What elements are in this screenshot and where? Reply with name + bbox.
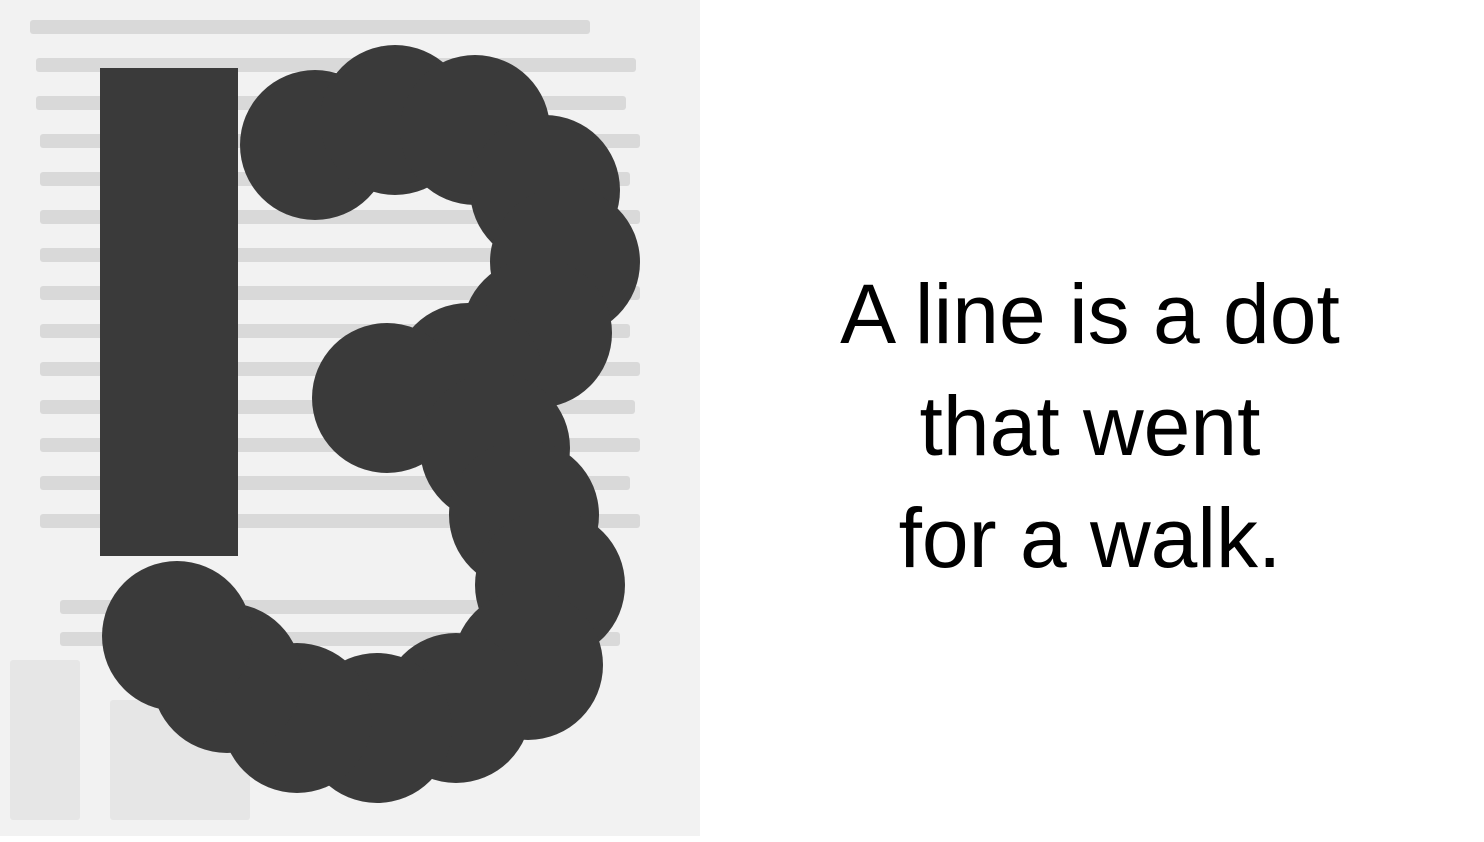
dot <box>102 561 252 711</box>
dot-walk-illustration <box>10 20 640 820</box>
quote-line-2: that went <box>919 379 1261 473</box>
quote-caption: A line is a dot that went for a walk. <box>740 258 1440 594</box>
artwork-panel <box>0 0 700 836</box>
walking-dots <box>102 45 640 803</box>
quote-line-3: for a walk. <box>898 491 1282 585</box>
quote-line-1: A line is a dot <box>840 267 1340 361</box>
vertical-bar <box>100 68 238 556</box>
